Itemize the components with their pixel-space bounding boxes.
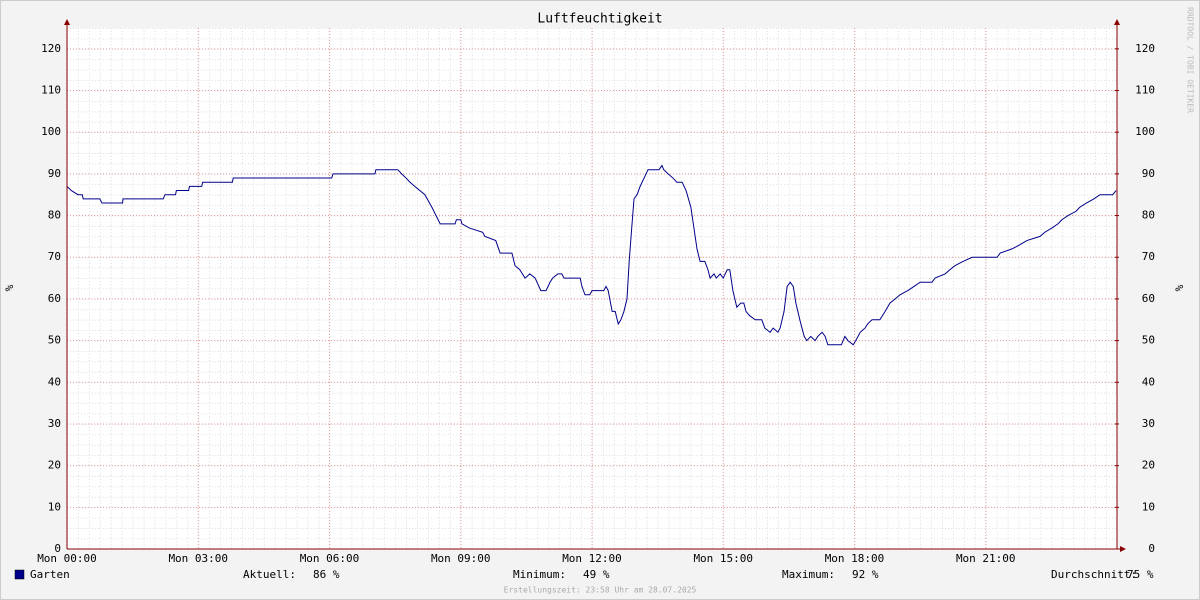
- x-tick-label: Mon 18:00: [825, 552, 885, 565]
- y-tick-label: 100: [41, 125, 61, 138]
- y-tick-label: 50: [48, 334, 61, 347]
- y-tick-label: 20: [48, 459, 61, 472]
- y2-tick-label: 120: [1135, 42, 1155, 55]
- y-arrow: [64, 19, 70, 25]
- y-tick-label: 40: [48, 375, 61, 388]
- stat-label: Maximum:: [782, 568, 835, 581]
- y2-tick-label: 90: [1142, 167, 1155, 180]
- y-tick-label: 0: [54, 542, 61, 555]
- x-arrow: [1120, 546, 1126, 552]
- y2-tick-label: 20: [1142, 459, 1155, 472]
- x-tick-label: Mon 15:00: [693, 552, 753, 565]
- minor-grid: [67, 28, 1117, 549]
- axes: [64, 19, 1126, 552]
- x-tick-label: Mon 00:00: [37, 552, 97, 565]
- y2-tick-label: 60: [1142, 292, 1155, 305]
- y-tick-label: 30: [48, 417, 61, 430]
- y2-tick-label: 100: [1135, 125, 1155, 138]
- stat-value: 92 %: [852, 568, 879, 581]
- y2-tick-label: 50: [1142, 334, 1155, 347]
- y2-tick-label: 10: [1142, 500, 1155, 513]
- y-tick-label: 10: [48, 500, 61, 513]
- y-tick-label: 120: [41, 42, 61, 55]
- y2-tick-label: 40: [1142, 375, 1155, 388]
- stat-value: 75 %: [1127, 568, 1154, 581]
- y2-arrow: [1114, 19, 1120, 25]
- y-tick-label: 70: [48, 250, 61, 263]
- footer: Erstellungszeit: 23:58 Uhr am 28.07.2025: [504, 586, 697, 595]
- y2-tick-label: 80: [1142, 209, 1155, 222]
- y2-tick-label: 30: [1142, 417, 1155, 430]
- x-tick-label: Mon 21:00: [956, 552, 1016, 565]
- stat-label: Aktuell:: [243, 568, 296, 581]
- x-tick-label: Mon 09:00: [431, 552, 491, 565]
- x-tick-label: Mon 12:00: [562, 552, 622, 565]
- stat-label: Minimum:: [513, 568, 566, 581]
- y-tick-label: 80: [48, 209, 61, 222]
- y-tick-label: 60: [48, 292, 61, 305]
- stat-value: 86 %: [313, 568, 340, 581]
- y-tick-label: 110: [41, 84, 61, 97]
- y2-tick-label: 70: [1142, 250, 1155, 263]
- watermark: RRDTOOL / TOBI OETIKER: [1186, 7, 1195, 113]
- chart-title: Luftfeuchtigkeit: [537, 12, 662, 27]
- y-tick-label: 90: [48, 167, 61, 180]
- y2-tick-label: 110: [1135, 84, 1155, 97]
- y2-axis-label: %: [1173, 284, 1186, 291]
- legend-label: Garten: [30, 568, 70, 581]
- x-tick-label: Mon 06:00: [300, 552, 360, 565]
- stat-value: 49 %: [583, 568, 610, 581]
- y-axis-label: %: [3, 284, 16, 291]
- stat-label: Durchschnitt:: [1051, 568, 1137, 581]
- y2-tick-label: 0: [1148, 542, 1155, 555]
- x-tick-label: Mon 03:00: [168, 552, 228, 565]
- line-series: [66, 164, 1117, 346]
- legend-swatch: [14, 569, 25, 580]
